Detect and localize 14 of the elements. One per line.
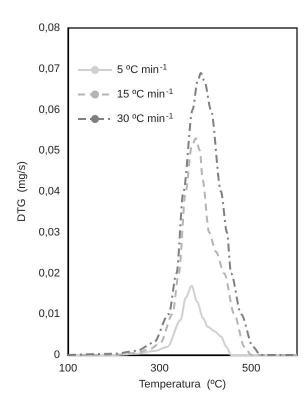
y-tick-label: 0,03	[38, 226, 60, 238]
y-tick-label: 0,08	[38, 22, 60, 34]
y-tick-label: 0,02	[38, 267, 60, 280]
y-tick-label: 0	[54, 349, 60, 361]
x-tick-label: 500	[242, 362, 260, 374]
y-tick-label: 0,06	[38, 104, 60, 116]
x-axis-title: Temperatura (ºC)	[138, 378, 226, 390]
x-tick-label: 300	[150, 362, 169, 374]
y-axis-title: DTG (mg/s)	[16, 161, 28, 222]
x-tick-label: 100	[58, 362, 78, 374]
y-tick-label: 0,04	[38, 186, 60, 198]
y-tick-label: 0,07	[38, 62, 60, 75]
y-tick-label: 0,05	[38, 144, 60, 157]
y-tick-label: 0,01	[38, 308, 60, 320]
